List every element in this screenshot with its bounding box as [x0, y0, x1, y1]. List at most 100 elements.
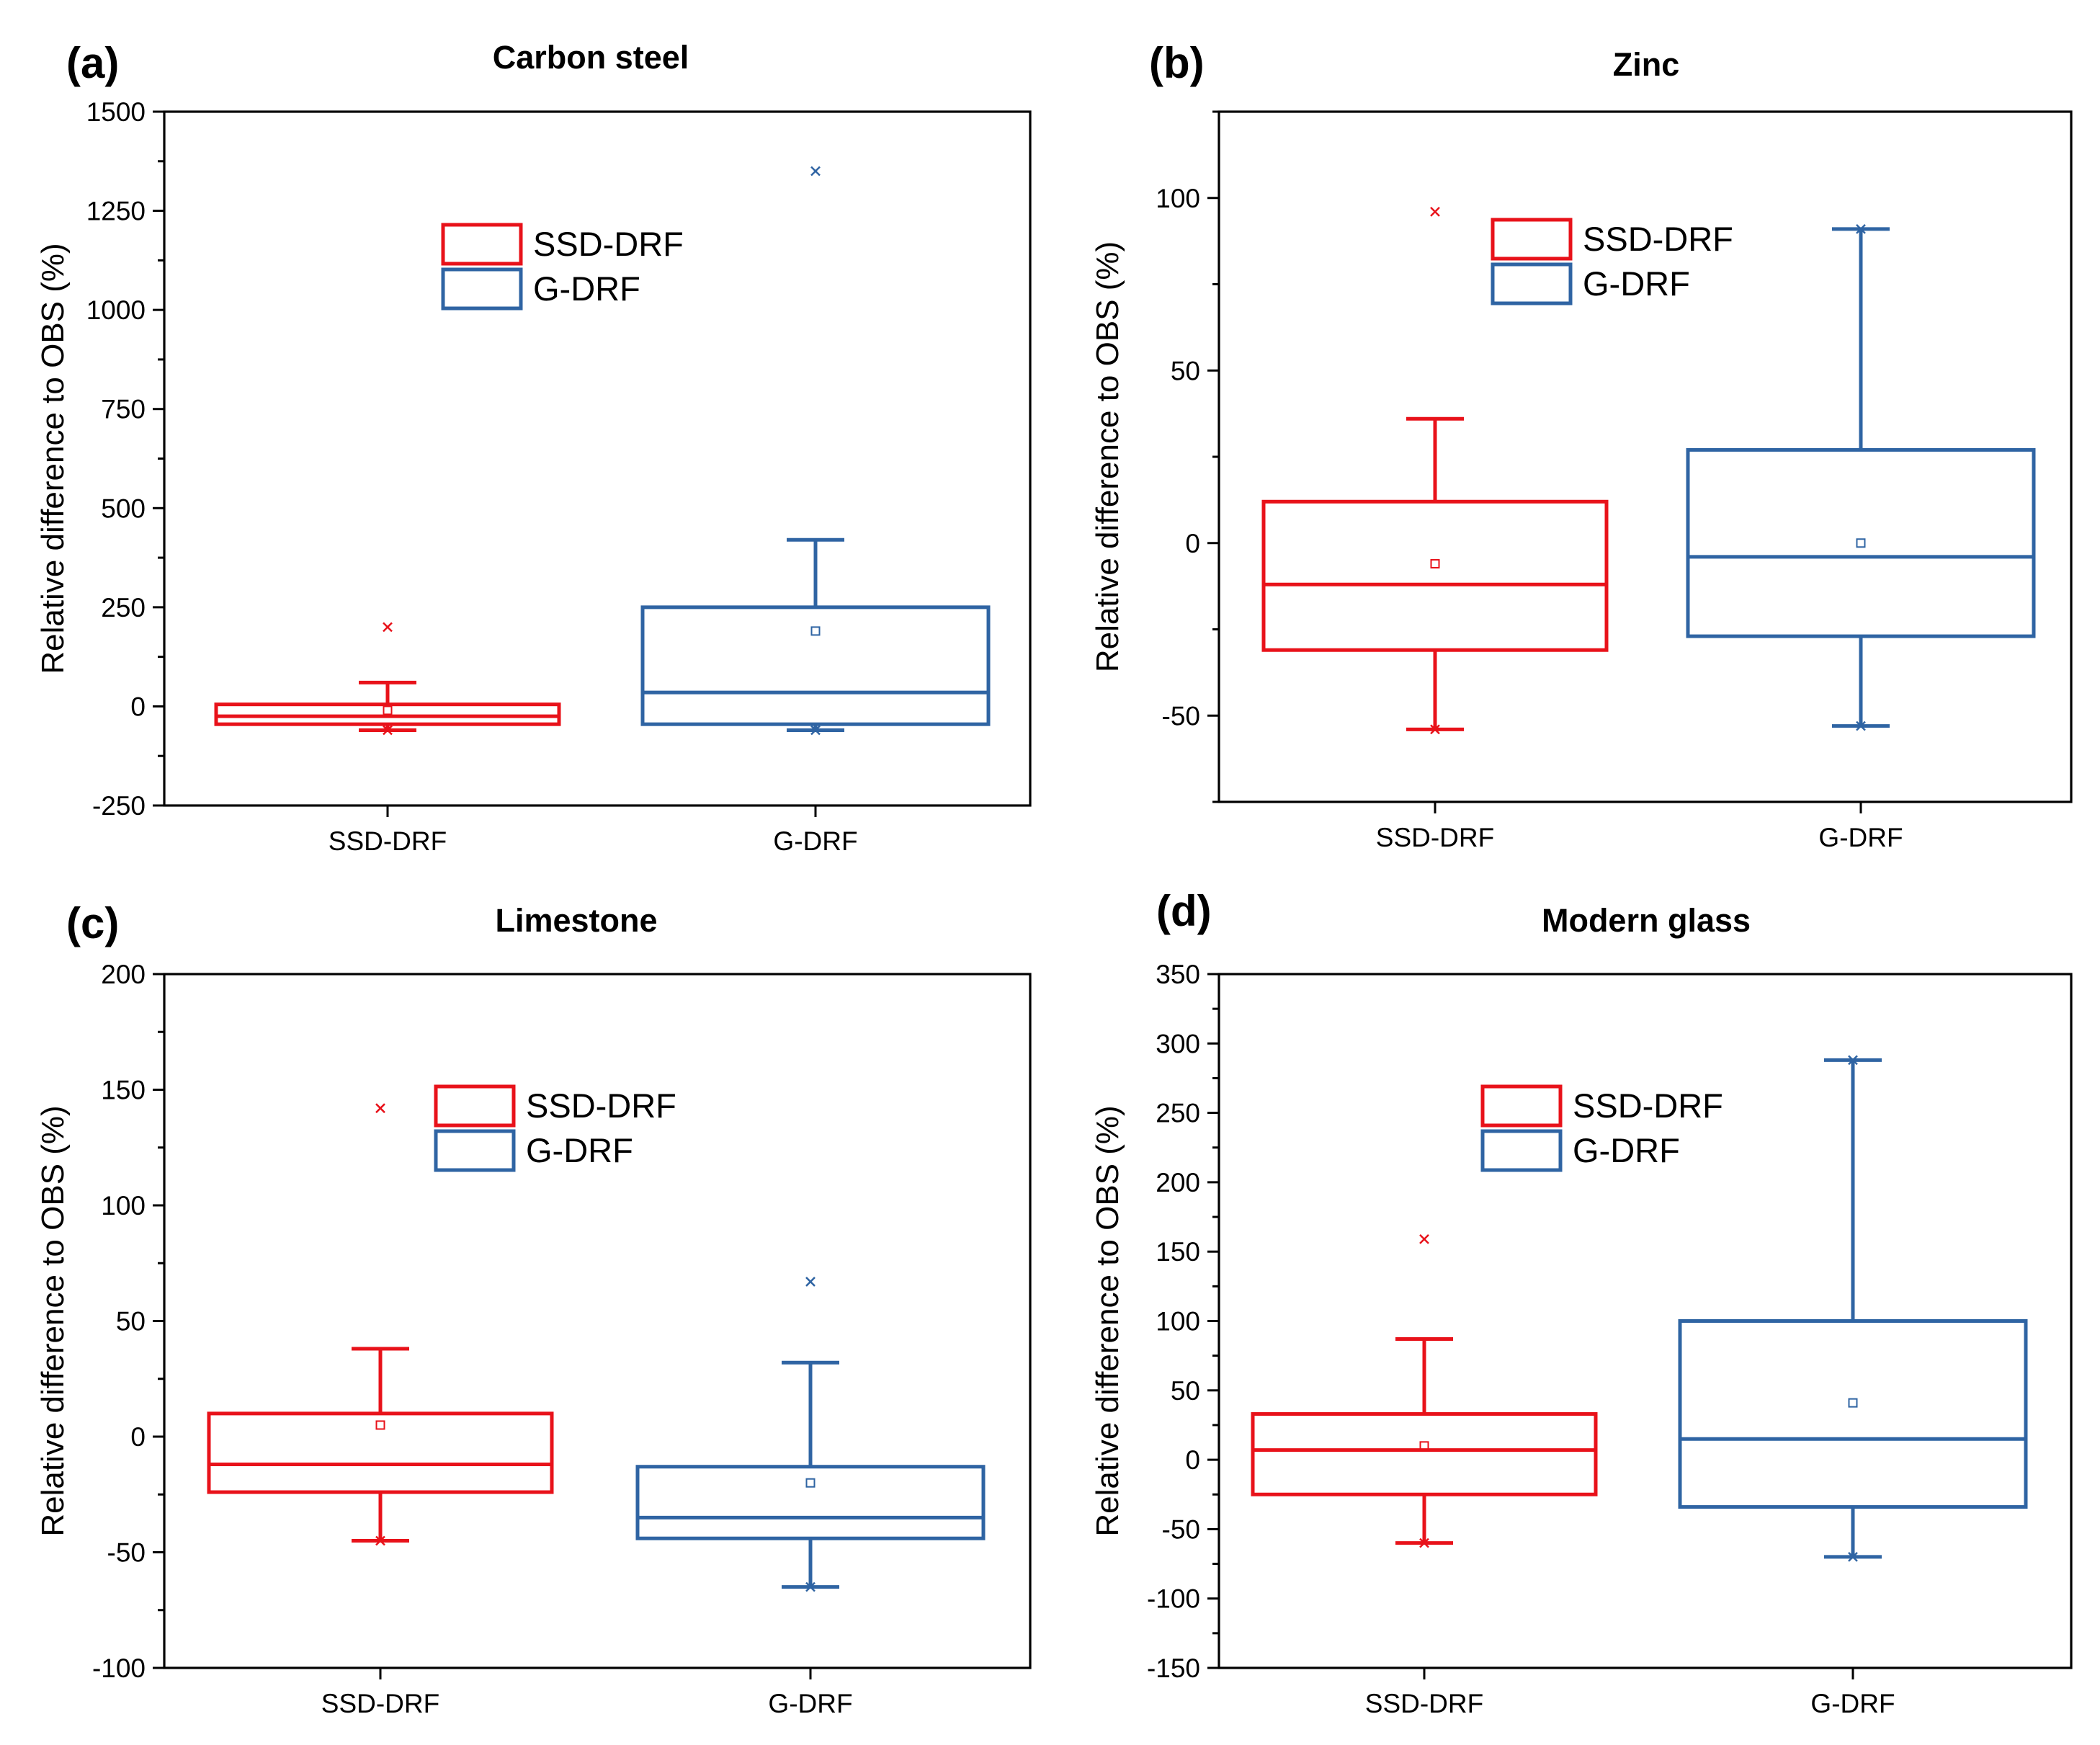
mean-marker [1856, 538, 1866, 548]
chart-title: Limestone [495, 902, 657, 939]
y-tick-label: 150 [1156, 1237, 1200, 1267]
panel-d: (d) Modern glass -150 -100 -50 0 50 100 150 200 25… [1090, 887, 2073, 1718]
box-g-drf [1678, 1055, 2028, 1562]
y-tick-label: -50 [1162, 701, 1200, 731]
legend-label-g-drf: G-DRF [1583, 264, 1690, 303]
marker-stroke [1430, 207, 1440, 217]
panel-tag: (b) [1149, 39, 1205, 87]
legend-swatch-ssd-drf [1491, 218, 1573, 261]
box-ssd-drf [214, 622, 561, 736]
legend-label-ssd-drf: SSD-DRF [1573, 1086, 1723, 1125]
min-marker [383, 725, 393, 736]
marker-stroke [805, 1277, 816, 1287]
box-ssd-drf [207, 1103, 554, 1546]
y-tick-label: 1500 [86, 97, 146, 127]
y-tick-label: 50 [116, 1307, 146, 1336]
marker-stroke [810, 725, 821, 736]
y-tick-label: 0 [1185, 1445, 1200, 1475]
legend: SSD-DRF G-DRF [1480, 1084, 1723, 1172]
y-tick-label: 250 [1156, 1099, 1200, 1128]
marker-stroke [375, 1103, 385, 1114]
marker-stroke [1430, 724, 1440, 735]
y-tick-label: 100 [1156, 1307, 1200, 1336]
legend-swatch-g-drf [434, 1129, 516, 1172]
iqr-box [635, 1465, 986, 1540]
y-axis-label: Relative difference to OBS (%) [35, 1105, 71, 1536]
y-axis-label: Relative difference to OBS (%) [1090, 241, 1125, 672]
y-tick-label: 350 [1156, 960, 1200, 989]
panel-tag: (a) [66, 39, 119, 87]
y-tick-label: 750 [101, 395, 146, 424]
x-tick-label: SSD-DRF [1376, 823, 1494, 852]
legend-label-ssd-drf: SSD-DRF [1583, 220, 1733, 258]
legend-swatch-g-drf [441, 267, 523, 311]
y-tick-label: 50 [1171, 1376, 1200, 1406]
marker-stroke [1419, 1538, 1429, 1548]
minor-ticks [158, 160, 164, 757]
y-axis-label: Relative difference to OBS (%) [35, 243, 71, 674]
panel-tag: (c) [66, 899, 119, 947]
max-marker [383, 622, 393, 633]
mean-marker [810, 626, 821, 636]
y-tick-label: 1250 [86, 197, 146, 226]
marker-stroke [805, 1581, 816, 1592]
chart-title: Zinc [1613, 46, 1680, 83]
chart-title: Carbon steel [493, 39, 689, 76]
panel-c: (c) Limestone -100 -50 0 50 100 150 200 Relative … [35, 899, 1032, 1718]
iqr-box [214, 702, 561, 726]
max-marker [1856, 223, 1866, 234]
max-marker [375, 1103, 385, 1114]
plot-frame [163, 973, 1032, 1669]
y-tick-label: -100 [1147, 1584, 1200, 1614]
y-axis-label: Relative difference to OBS (%) [1090, 1105, 1125, 1536]
iqr-box [1251, 1412, 1598, 1496]
y-tick-label: 200 [1156, 1168, 1200, 1197]
y-tick-label: -50 [107, 1538, 146, 1568]
panel-a: (a) Carbon steel -250 0 250 500 750 1000 1250 150… [35, 39, 1032, 856]
box-ssd-drf [1251, 1233, 1598, 1548]
y-tick-label: 250 [101, 593, 146, 622]
marker-stroke [1419, 1233, 1429, 1244]
y-tick-label: -250 [92, 791, 146, 821]
y-tick-label: 1000 [86, 295, 146, 325]
marker-stroke [1848, 1552, 1858, 1562]
mean-marker [1419, 1441, 1429, 1451]
plot-frame [1217, 110, 2073, 803]
legend-swatch-g-drf [1480, 1129, 1563, 1172]
marker-stroke [383, 622, 393, 633]
y-tick-label: 50 [1171, 356, 1200, 385]
x-tick-label: SSD-DRF [321, 1689, 439, 1718]
min-marker [1430, 724, 1440, 735]
box-ssd-drf [1261, 207, 1609, 735]
legend: SSD-DRF G-DRF [434, 1084, 676, 1172]
min-marker [375, 1535, 385, 1546]
marker-stroke [810, 166, 821, 177]
box-g-drf [640, 166, 991, 736]
x-tick-label: G-DRF [1818, 823, 1903, 852]
iqr-box [1261, 499, 1609, 652]
x-tick-label: SSD-DRF [329, 826, 447, 856]
y-tick-label: -50 [1162, 1514, 1200, 1544]
iqr-box [207, 1411, 554, 1494]
iqr-box [1678, 1319, 2028, 1509]
plot-frame [163, 110, 1032, 807]
max-marker [1419, 1233, 1429, 1244]
box-g-drf [1686, 223, 2036, 731]
mean-marker [805, 1478, 816, 1488]
marker-stroke [1856, 223, 1866, 234]
legend-swatch-ssd-drf [1480, 1084, 1563, 1128]
mean-marker [383, 705, 393, 715]
legend-label-g-drf: G-DRF [533, 269, 640, 308]
x-tick-label: SSD-DRF [1365, 1689, 1483, 1718]
marker-stroke [383, 725, 393, 736]
chart-title: Modern glass [1542, 902, 1751, 939]
marker-stroke [375, 1535, 385, 1546]
mean-marker [375, 1420, 385, 1430]
y-tick-label: 0 [130, 692, 146, 721]
y-tick-label: 200 [101, 960, 146, 989]
min-marker [810, 725, 821, 736]
max-marker [1848, 1055, 1858, 1066]
x-tick-label: G-DRF [768, 1689, 852, 1718]
minor-ticks [158, 1030, 164, 1612]
